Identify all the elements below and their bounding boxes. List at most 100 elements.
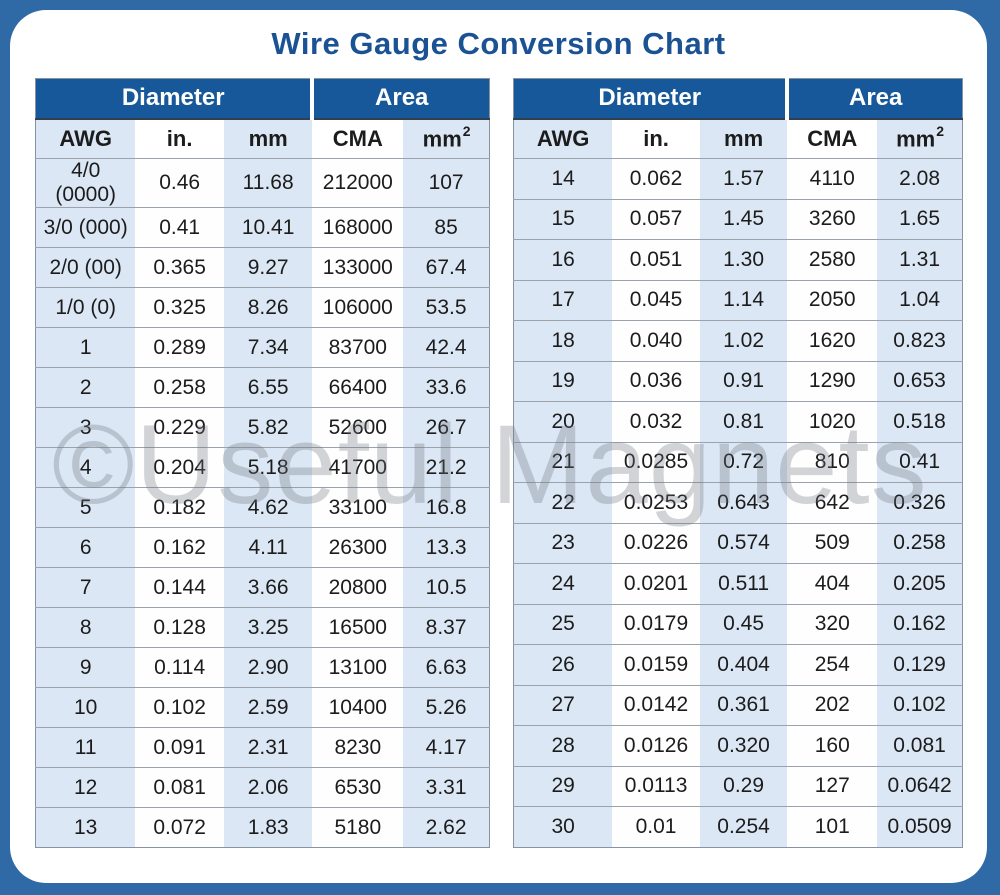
table-cell: 1.83 — [223, 807, 313, 848]
table-cell: 5 — [35, 487, 136, 528]
table-cell: 3.31 — [403, 767, 490, 808]
table-cell: 23 — [513, 522, 613, 564]
table-cell: 0.204 — [135, 447, 224, 488]
table-cell: 7 — [35, 567, 136, 608]
table-cell: 3 — [35, 407, 136, 448]
table-cell: 0.01 — [612, 806, 700, 848]
table-cell: 2 — [35, 367, 136, 408]
table-cell: 212000 — [312, 158, 404, 208]
column-header-row: AWG in. mm CMA mm2 — [35, 118, 490, 159]
table-cell: 0.643 — [699, 482, 788, 524]
table-cell: 0.229 — [135, 407, 224, 448]
table-cell: 11 — [35, 727, 136, 768]
table-cell: 0.081 — [135, 767, 224, 808]
table-row: 6 0.162 4.11 26300 13.3 — [35, 527, 490, 568]
table-cell: 2050 — [787, 279, 878, 321]
table-cell: 83700 — [312, 327, 404, 368]
table-cell: 0.404 — [699, 644, 788, 686]
table-cell: 0.040 — [612, 320, 700, 362]
table-cell: 0.254 — [699, 806, 788, 848]
table-cell: 0.0179 — [612, 603, 700, 645]
table-row: 26 0.0159 0.404 254 0.129 — [513, 644, 963, 686]
table-cell: 810 — [787, 441, 878, 483]
table-cell: 0.205 — [877, 563, 963, 605]
table-cell: 1.04 — [877, 279, 963, 321]
table-row: 13 0.072 1.83 5180 2.62 — [35, 807, 490, 848]
table-cell: 13.3 — [403, 527, 490, 568]
table-cell: 0.0159 — [612, 644, 700, 686]
table-cell: 3.66 — [223, 567, 313, 608]
table-cell: 24 — [513, 563, 613, 605]
table-row: 8 0.128 3.25 16500 8.37 — [35, 607, 490, 648]
table-cell: 0.144 — [135, 567, 224, 608]
table-cell: 1620 — [787, 320, 878, 362]
table-cell: 0.0126 — [612, 725, 700, 767]
table-cell: 0.036 — [612, 360, 700, 402]
table-cell: 42.4 — [403, 327, 490, 368]
table-cell: 4.62 — [223, 487, 313, 528]
table-cell: 17 — [513, 279, 613, 321]
table-row: 7 0.144 3.66 20800 10.5 — [35, 567, 490, 608]
table-cell: 2.06 — [223, 767, 313, 808]
table-cell: 0.051 — [612, 239, 700, 281]
table-cell: 0.0142 — [612, 684, 700, 726]
table-cell: 168000 — [312, 207, 404, 248]
column-header-row: AWG in. mm CMA mm2 — [513, 118, 963, 159]
table-cell: 26300 — [312, 527, 404, 568]
table-cell: 1.31 — [877, 239, 963, 281]
table-cell: 254 — [787, 644, 878, 686]
table-cell: 18 — [513, 320, 613, 362]
table-cell: 5.82 — [223, 407, 313, 448]
table-cell: 0.182 — [135, 487, 224, 528]
table-row: 15 0.057 1.45 3260 1.65 — [513, 198, 963, 240]
table-row: 3/0 (000) 0.41 10.41 168000 85 — [35, 207, 490, 248]
table-cell: 5180 — [312, 807, 404, 848]
table-cell: 4110 — [787, 158, 878, 200]
table-row: 11 0.091 2.31 8230 4.17 — [35, 727, 490, 768]
table-row: 3 0.229 5.82 52600 26.7 — [35, 407, 490, 448]
table-row: 4/0 (0000) 0.46 11.68 212000 107 — [35, 158, 490, 208]
table-cell: 66400 — [312, 367, 404, 408]
table-cell: 8230 — [312, 727, 404, 768]
group-header-row: Diameter Area — [35, 78, 490, 120]
table-cell: 0.062 — [612, 158, 700, 200]
table-cell: 0.0509 — [877, 806, 963, 848]
table-cell: 20800 — [312, 567, 404, 608]
table-cell: 9 — [35, 647, 136, 688]
table-cell: 107 — [403, 158, 490, 208]
table-cell: 4.11 — [223, 527, 313, 568]
table-cell: 1.14 — [699, 279, 788, 321]
column-header: mm2 — [403, 118, 490, 159]
column-header: in. — [612, 118, 700, 159]
table-row: 25 0.0179 0.45 320 0.162 — [513, 603, 963, 645]
table-row: 9 0.114 2.90 13100 6.63 — [35, 647, 490, 688]
table-cell: 21.2 — [403, 447, 490, 488]
table-cell: 0.114 — [135, 647, 224, 688]
table-cell: 0.091 — [135, 727, 224, 768]
group-header-diameter: Diameter — [35, 78, 313, 120]
table-cell: 160 — [787, 725, 878, 767]
table-row: 2 0.258 6.55 66400 33.6 — [35, 367, 490, 408]
table-cell: 0.361 — [699, 684, 788, 726]
table-row: 2/0 (00) 0.365 9.27 133000 67.4 — [35, 247, 490, 288]
table-cell: 5.26 — [403, 687, 490, 728]
table-row: 28 0.0126 0.320 160 0.081 — [513, 725, 963, 767]
table-cell: 30 — [513, 806, 613, 848]
table-cell: 0.072 — [135, 807, 224, 848]
group-header-row: Diameter Area — [513, 78, 963, 120]
table-cell: 0.032 — [612, 401, 700, 443]
table-cell: 21 — [513, 441, 613, 483]
table-cell: 5.18 — [223, 447, 313, 488]
table-cell: 0.41 — [877, 441, 963, 483]
column-header: AWG — [35, 118, 136, 159]
table-cell: 133000 — [312, 247, 404, 288]
table-row: 17 0.045 1.14 2050 1.04 — [513, 279, 963, 321]
table-cell: 0.0226 — [612, 522, 700, 564]
table-cell: 12 — [35, 767, 136, 808]
table-row: 27 0.0142 0.361 202 0.102 — [513, 684, 963, 726]
table-cell: 14 — [513, 158, 613, 200]
table-cell: 26.7 — [403, 407, 490, 448]
table-cell: 0.81 — [699, 401, 788, 443]
table-cell: 16500 — [312, 607, 404, 648]
table-cell: 0.128 — [135, 607, 224, 648]
